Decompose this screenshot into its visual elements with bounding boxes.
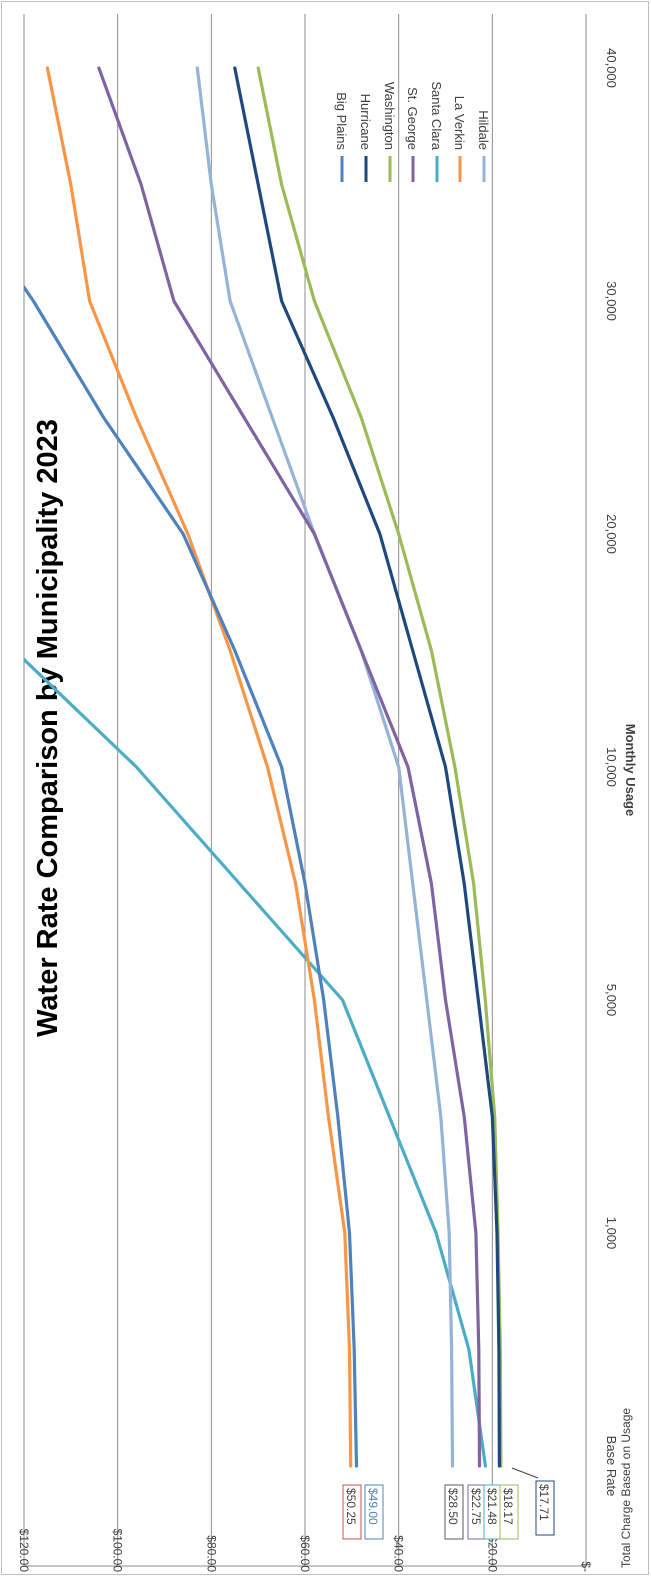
- y-tick-label: $80.00: [204, 1535, 218, 1572]
- data-label: $21.48: [485, 1488, 499, 1525]
- data-label: $17.71: [537, 1484, 551, 1521]
- data-label-box: [499, 1484, 519, 1540]
- series-line-santa-clara: [24, 657, 487, 1468]
- chart-title: Water Rate Comparison by Municipality 20…: [32, 419, 64, 1037]
- legend-label: Santa Clara: [429, 81, 444, 150]
- y-tick-label: $-: [579, 1561, 593, 1572]
- x-tick-label: Base Rate: [604, 1436, 619, 1497]
- data-label-box: [364, 1484, 384, 1540]
- y-tick-label: $60.00: [298, 1535, 312, 1572]
- data-label-box: [535, 1480, 555, 1536]
- y-axis-title: Total Charge Based on Usage: [619, 1408, 633, 1568]
- x-tick-label: 5,000: [604, 984, 619, 1017]
- legend-label: Hurricane: [358, 94, 373, 150]
- data-label-leader: [511, 1467, 539, 1479]
- x-tick-label: 1,000: [604, 1217, 619, 1250]
- legend-label: Hildale: [476, 110, 491, 150]
- legend-label: La Verkin: [452, 96, 467, 150]
- series-line-big-plains: [24, 284, 359, 1468]
- data-label: $50.25: [344, 1488, 358, 1525]
- legend-label: Washington: [382, 82, 397, 150]
- x-tick-label: 30,000: [604, 281, 619, 321]
- y-tick-label: $40.00: [392, 1535, 406, 1572]
- legend-label: St. George: [405, 87, 420, 150]
- x-axis-title: Monthly Usage: [623, 724, 638, 816]
- data-label-box: [444, 1484, 464, 1540]
- x-tick-label: 40,000: [604, 48, 619, 88]
- legend-label: Big Plains: [334, 92, 349, 150]
- data-label: $49.00: [366, 1488, 380, 1525]
- data-label-box: [342, 1484, 362, 1540]
- data-label: $22.75: [469, 1488, 483, 1525]
- data-label: $28.50: [446, 1488, 460, 1525]
- series-line-st-george: [97, 66, 482, 1468]
- series-line-la-verkin: [45, 66, 353, 1468]
- y-tick-label: $20.00: [485, 1535, 499, 1572]
- data-label: $18.17: [501, 1488, 515, 1525]
- series-line-hurricane: [233, 66, 501, 1468]
- x-tick-label: 10,000: [604, 747, 619, 787]
- y-tick-label: $120.00: [17, 1529, 31, 1573]
- x-tick-label: 20,000: [604, 514, 619, 554]
- series-line-hildale: [195, 66, 455, 1468]
- y-tick-label: $100.00: [111, 1529, 125, 1573]
